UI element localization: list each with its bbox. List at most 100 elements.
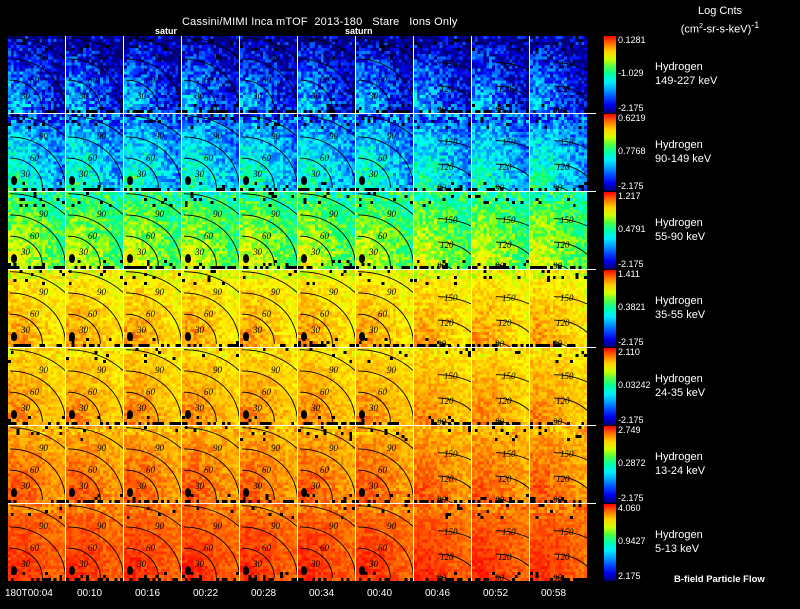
sky-map-panel[interactable]: 150 120 90 xyxy=(472,348,529,425)
species-energy-label: Hydrogen 55-90 keV xyxy=(655,216,705,244)
sky-map-panel[interactable]: 90 60 30 xyxy=(8,426,65,503)
sky-map-panel[interactable]: 90 60 30 xyxy=(298,114,355,191)
sky-map-panel[interactable]: 90 60 30 xyxy=(298,504,355,581)
panel-separator-vertical xyxy=(471,192,472,269)
pitch-angle-contours xyxy=(241,193,297,266)
sky-map-panel[interactable]: 90 60 30 xyxy=(298,270,355,347)
sky-map-panel[interactable]: 150 120 90 xyxy=(472,426,529,503)
sky-map-panel[interactable]: 90 60 30 xyxy=(356,270,413,347)
pitch-angle-contours xyxy=(437,140,471,191)
sky-map-panel[interactable]: 90 60 30 xyxy=(298,348,355,425)
sky-map-panel[interactable]: 150 120 90 xyxy=(414,348,471,425)
sky-map-panel[interactable]: 90 60 30 xyxy=(240,36,297,113)
sky-map-panel[interactable]: 150 120 90 xyxy=(530,426,587,503)
sky-map-panel[interactable]: 90 60 30 xyxy=(240,426,297,503)
colorbar-ticks: 0.6219 0.7768 -2.175 xyxy=(618,114,664,191)
sky-map-panel[interactable]: 90 60 30 xyxy=(124,348,181,425)
sky-map-panel[interactable]: 90 60 30 xyxy=(66,36,123,113)
panel-separator-vertical xyxy=(181,348,182,425)
sky-map-panel[interactable]: 90 60 30 xyxy=(124,192,181,269)
sky-map-panel[interactable]: 150 120 90 xyxy=(414,426,471,503)
sky-map-panel[interactable]: 90 60 30 xyxy=(298,192,355,269)
sky-map-panel[interactable]: 90 60 30 xyxy=(8,504,65,581)
sky-map-panel[interactable]: 90 60 30 xyxy=(240,270,297,347)
sky-map-panel[interactable]: 90 60 30 xyxy=(8,348,65,425)
sky-map-panel[interactable]: 150 120 90 xyxy=(530,192,587,269)
sky-map-panel[interactable]: 90 60 30 xyxy=(356,36,413,113)
sky-map-panel[interactable]: 90 60 30 xyxy=(298,36,355,113)
sky-map-panel[interactable]: 150 120 90 xyxy=(472,192,529,269)
sky-map-panel[interactable]: 150 120 90 xyxy=(472,114,529,191)
sky-map-panel[interactable]: 150 120 90 xyxy=(414,270,471,347)
sky-map-panel[interactable]: 90 60 30 xyxy=(66,192,123,269)
sky-map-panel[interactable]: 90 60 30 xyxy=(182,114,239,191)
sky-map-panel[interactable]: 90 60 30 xyxy=(356,504,413,581)
sky-map-panel[interactable]: 90 60 30 xyxy=(240,114,297,191)
colorbar-mid-label: 0.2872 xyxy=(618,458,646,468)
sky-map-panel[interactable]: 90 60 30 xyxy=(356,348,413,425)
sky-map-panel[interactable]: 90 60 30 xyxy=(182,348,239,425)
sky-map-panel[interactable]: 90 60 30 xyxy=(182,270,239,347)
saturn-disk-marker xyxy=(11,254,17,263)
sky-map-panel[interactable]: 90 60 30 xyxy=(66,270,123,347)
sky-map-panel[interactable]: 90 60 30 xyxy=(124,426,181,503)
sky-map-panel[interactable]: 90 60 30 xyxy=(124,36,181,113)
sky-map-panel[interactable]: 90 60 30 xyxy=(124,270,181,347)
sky-map-panel[interactable]: 150 120 90 xyxy=(472,504,529,581)
pitch-angle-contours xyxy=(357,115,413,188)
sky-map-panel[interactable]: 150 120 90 xyxy=(530,114,587,191)
sky-map-panel[interactable]: 150 120 90 xyxy=(472,270,529,347)
panel-intensity-map xyxy=(66,504,123,581)
panel-intensity-map xyxy=(530,114,587,191)
panel-intensity-map xyxy=(298,504,355,581)
sky-map-panel[interactable]: 90 60 30 xyxy=(298,426,355,503)
sky-map-panel[interactable]: 150 120 90 xyxy=(530,36,587,113)
sky-map-panel[interactable]: 90 60 30 xyxy=(66,114,123,191)
panel-intensity-map xyxy=(124,504,181,581)
sky-map-panel[interactable]: 90 60 30 xyxy=(66,426,123,503)
sky-map-panel[interactable]: 90 60 30 xyxy=(66,348,123,425)
sky-map-panel[interactable]: 90 60 30 xyxy=(356,426,413,503)
colorbar-max-label: 0.1281 xyxy=(618,35,646,45)
sky-map-panel[interactable]: 90 60 30 xyxy=(182,426,239,503)
sky-map-panel[interactable]: 150 120 90 xyxy=(414,36,471,113)
sky-map-panel[interactable]: 150 120 90 xyxy=(414,114,471,191)
panel-separator-vertical xyxy=(297,36,298,113)
sky-map-panel[interactable]: 90 60 30 xyxy=(124,114,181,191)
pitch-angle-contours xyxy=(125,115,181,188)
panel-intensity-map xyxy=(472,270,529,347)
species-energy-label: Hydrogen 5-13 keV xyxy=(655,528,703,556)
header-instrument: Cassini/MIMI Inca mTOF xyxy=(181,16,308,28)
sky-map-panel[interactable]: 90 60 30 xyxy=(182,504,239,581)
sky-map-panel[interactable]: 90 60 30 xyxy=(66,504,123,581)
sky-map-panel[interactable]: 90 60 30 xyxy=(240,348,297,425)
panel-separator-vertical xyxy=(413,348,414,425)
pitch-angle-contours xyxy=(495,218,529,269)
sky-map-panel[interactable]: 90 60 30 xyxy=(356,114,413,191)
pitch-angle-contours xyxy=(437,62,471,113)
sky-map-panel[interactable]: 90 60 30 xyxy=(240,504,297,581)
colorbar-group: 2.110 0.03242 -2.175 xyxy=(604,348,664,425)
time-axis-label: 180T00:04 xyxy=(5,588,53,599)
sky-map-panel[interactable]: 90 60 30 xyxy=(8,36,65,113)
sky-map-panel[interactable]: 90 60 30 xyxy=(356,192,413,269)
sky-map-panel[interactable]: 150 120 90 xyxy=(472,36,529,113)
sky-map-panel[interactable]: 150 120 90 xyxy=(530,504,587,581)
colorbar-mid-label: 0.9427 xyxy=(618,536,646,546)
sky-map-panel[interactable]: 90 60 30 xyxy=(8,192,65,269)
sky-map-panel[interactable]: 90 60 30 xyxy=(124,504,181,581)
pitch-angle-contours xyxy=(67,349,123,422)
sky-map-panel[interactable]: 150 120 90 xyxy=(414,504,471,581)
sky-map-panel[interactable]: 90 60 30 xyxy=(240,192,297,269)
panel-intensity-map xyxy=(8,426,65,503)
sky-map-panel[interactable]: 150 120 90 xyxy=(530,270,587,347)
colorbar-mid-label: 0.03242 xyxy=(618,380,651,390)
sky-map-panel[interactable]: 90 60 30 xyxy=(182,192,239,269)
sky-map-panel[interactable]: 150 120 90 xyxy=(414,192,471,269)
sky-map-panel[interactable]: 150 120 90 xyxy=(530,348,587,425)
sky-map-panel[interactable]: 90 60 30 xyxy=(8,270,65,347)
panel-separator-horizontal xyxy=(8,347,596,348)
sky-map-panel[interactable]: 90 60 30 xyxy=(8,114,65,191)
b-field-particle-flow-note: B-field Particle Flow xyxy=(674,574,765,585)
sky-map-panel[interactable]: 90 60 30 xyxy=(182,36,239,113)
